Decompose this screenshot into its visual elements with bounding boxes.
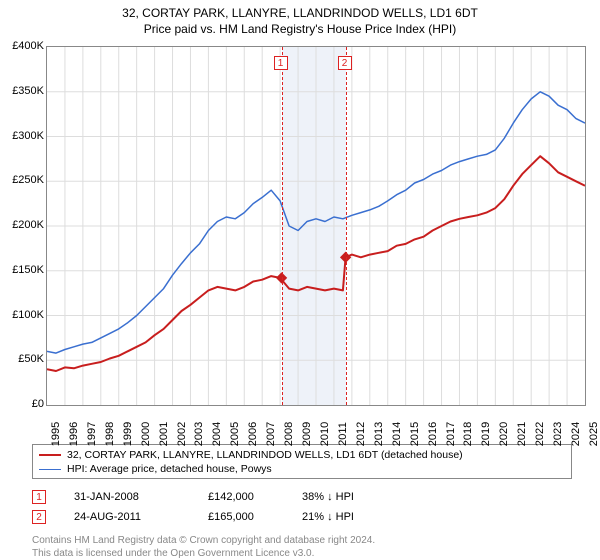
x-tick-label: 2006 xyxy=(247,422,259,446)
y-tick-label: £50K xyxy=(4,353,44,365)
x-tick-label: 2022 xyxy=(534,422,546,446)
sale-hpi-1: 38% ↓ HPI xyxy=(302,491,382,503)
sale-price-1: £142,000 xyxy=(208,491,278,503)
x-tick-label: 2004 xyxy=(211,422,223,446)
x-tick-label: 2005 xyxy=(229,422,241,446)
y-tick-label: £350K xyxy=(4,85,44,97)
chart-plot-area xyxy=(46,46,586,406)
x-tick-label: 2021 xyxy=(516,422,528,446)
chart-title: 32, CORTAY PARK, LLANYRE, LLANDRINDOD WE… xyxy=(0,0,600,20)
marker-box: 1 xyxy=(274,56,288,70)
x-tick-label: 1996 xyxy=(68,422,80,446)
y-tick-label: £250K xyxy=(4,174,44,186)
chart-svg xyxy=(47,47,585,405)
x-tick-label: 2020 xyxy=(498,422,510,446)
x-tick-label: 2014 xyxy=(391,422,403,446)
x-tick-label: 1995 xyxy=(50,422,62,446)
x-tick-label: 2018 xyxy=(462,422,474,446)
x-tick-label: 1998 xyxy=(104,422,116,446)
footer-line-2: This data is licensed under the Open Gov… xyxy=(32,547,314,560)
legend-row-hpi: HPI: Average price, detached house, Powy… xyxy=(39,462,565,476)
x-tick-label: 1999 xyxy=(122,422,134,446)
legend-line-hpi xyxy=(39,469,61,470)
x-tick-label: 2010 xyxy=(319,422,331,446)
x-tick-label: 2001 xyxy=(158,422,170,446)
sale-date-1: 31-JAN-2008 xyxy=(74,491,184,503)
y-tick-label: £300K xyxy=(4,130,44,142)
x-tick-label: 2024 xyxy=(570,422,582,446)
marker-line xyxy=(282,47,283,405)
page-container: 32, CORTAY PARK, LLANYRE, LLANDRINDOD WE… xyxy=(0,0,600,560)
sale-price-2: £165,000 xyxy=(208,511,278,523)
y-tick-label: £200K xyxy=(4,219,44,231)
x-tick-label: 2009 xyxy=(301,422,313,446)
chart-subtitle: Price paid vs. HM Land Registry's House … xyxy=(0,20,600,36)
x-tick-label: 2017 xyxy=(445,422,457,446)
legend-label-property: 32, CORTAY PARK, LLANYRE, LLANDRINDOD WE… xyxy=(67,449,463,461)
legend-row-property: 32, CORTAY PARK, LLANYRE, LLANDRINDOD WE… xyxy=(39,448,565,462)
x-tick-label: 2013 xyxy=(373,422,385,446)
sale-row-2: 2 24-AUG-2011 £165,000 21% ↓ HPI xyxy=(32,510,382,524)
x-tick-label: 2015 xyxy=(409,422,421,446)
x-tick-label: 2012 xyxy=(355,422,367,446)
x-tick-label: 2025 xyxy=(588,422,600,446)
sale-marker-2: 2 xyxy=(32,510,46,524)
sale-marker-1: 1 xyxy=(32,490,46,504)
sale-hpi-2: 21% ↓ HPI xyxy=(302,511,382,523)
x-tick-label: 2019 xyxy=(480,422,492,446)
sale-row-1: 1 31-JAN-2008 £142,000 38% ↓ HPI xyxy=(32,490,382,504)
x-tick-label: 2008 xyxy=(283,422,295,446)
x-tick-label: 2002 xyxy=(176,422,188,446)
y-tick-label: £100K xyxy=(4,309,44,321)
x-tick-label: 2023 xyxy=(552,422,564,446)
marker-box: 2 xyxy=(338,56,352,70)
x-tick-label: 2016 xyxy=(427,422,439,446)
marker-line xyxy=(346,47,347,405)
sale-date-2: 24-AUG-2011 xyxy=(74,511,184,523)
y-tick-label: £150K xyxy=(4,264,44,276)
legend-box: 32, CORTAY PARK, LLANYRE, LLANDRINDOD WE… xyxy=(32,444,572,479)
legend-line-property xyxy=(39,454,61,456)
x-tick-label: 2003 xyxy=(193,422,205,446)
y-tick-label: £0 xyxy=(4,398,44,410)
x-tick-label: 2011 xyxy=(337,422,349,446)
x-tick-label: 2000 xyxy=(140,422,152,446)
x-tick-label: 2007 xyxy=(265,422,277,446)
footer-line-1: Contains HM Land Registry data © Crown c… xyxy=(32,534,375,547)
y-tick-label: £400K xyxy=(4,40,44,52)
x-tick-label: 1997 xyxy=(86,422,98,446)
legend-label-hpi: HPI: Average price, detached house, Powy… xyxy=(67,463,272,475)
